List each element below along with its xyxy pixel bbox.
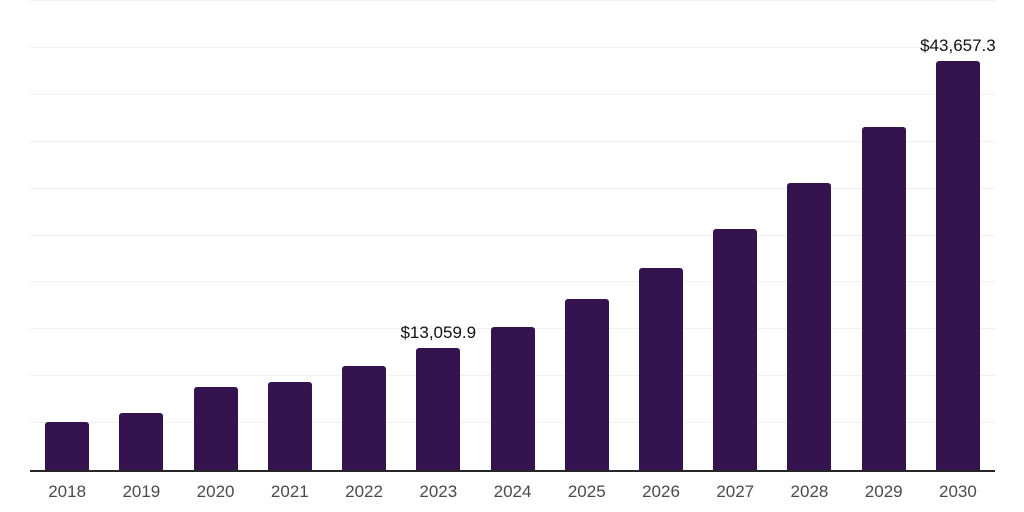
x-tick-label-2023: 2023 (419, 482, 458, 501)
bar-2024 (490, 327, 535, 470)
x-tick-label-2020: 2020 (196, 482, 235, 501)
bar-cell-2023: $13,059.9 (400, 1, 477, 470)
bar-value-label-2023: $13,059.9 (400, 322, 477, 342)
bar-cell-2029 (847, 1, 921, 470)
x-tick-label-2030: 2030 (939, 482, 977, 501)
bar-2028 (787, 182, 832, 470)
bars: $13,059.9 $43,657.3 (30, 1, 996, 470)
bar-value-label-2030: $43,657.3 (920, 35, 996, 55)
bar-cell-2027 (698, 1, 772, 470)
x-tick-label-2024: 2024 (493, 482, 532, 501)
gridline (30, 46, 995, 48)
bar-2020 (193, 386, 238, 470)
x-tick-label-2019: 2019 (122, 482, 161, 501)
bar-cell-2022 (327, 1, 401, 470)
plot-area: $13,059.9 $43,657.3 (30, 0, 996, 472)
bar-cell-2020 (178, 1, 252, 470)
bar-2019 (119, 412, 164, 470)
bar-2030 (935, 60, 980, 470)
x-tick-label-2026: 2026 (642, 482, 680, 501)
bar-cell-2026 (624, 1, 698, 470)
x-tick-label-2028: 2028 (790, 482, 829, 501)
x-tick-label-2018: 2018 (48, 482, 87, 501)
gridline (30, 140, 995, 142)
x-tick-label-2022: 2022 (345, 482, 383, 501)
gridline (30, 234, 995, 236)
bar-cell-2030: $43,657.3 (920, 1, 996, 470)
bar-2025 (564, 299, 609, 470)
x-tick-label-2025: 2025 (567, 482, 606, 501)
x-tick-label-2029: 2029 (864, 482, 903, 501)
gridline (30, 281, 995, 283)
bar-2026 (638, 268, 683, 470)
x-tick-label-2021: 2021 (270, 482, 309, 501)
gridline (30, 93, 995, 95)
bar-2022 (342, 365, 387, 470)
bar-2029 (861, 126, 906, 470)
bar-cell-2019 (104, 1, 178, 470)
x-axis-labels: 2018 2019 2020 2021 2022 2023 2024 2025 2026 2027… (30, 482, 995, 502)
bar-cell-2024 (475, 1, 549, 470)
bar-cell-2025 (550, 1, 624, 470)
bar-2027 (713, 229, 758, 470)
gridline (30, 0, 995, 1)
bar-2021 (267, 382, 312, 470)
x-tick-label-2027: 2027 (716, 482, 755, 501)
bar-cell-2028 (772, 1, 846, 470)
bar-cell-2018 (30, 1, 104, 470)
bar-cell-2021 (253, 1, 327, 470)
bar-2018 (45, 421, 90, 470)
gridline (30, 187, 995, 189)
bar-2023 (416, 347, 461, 470)
